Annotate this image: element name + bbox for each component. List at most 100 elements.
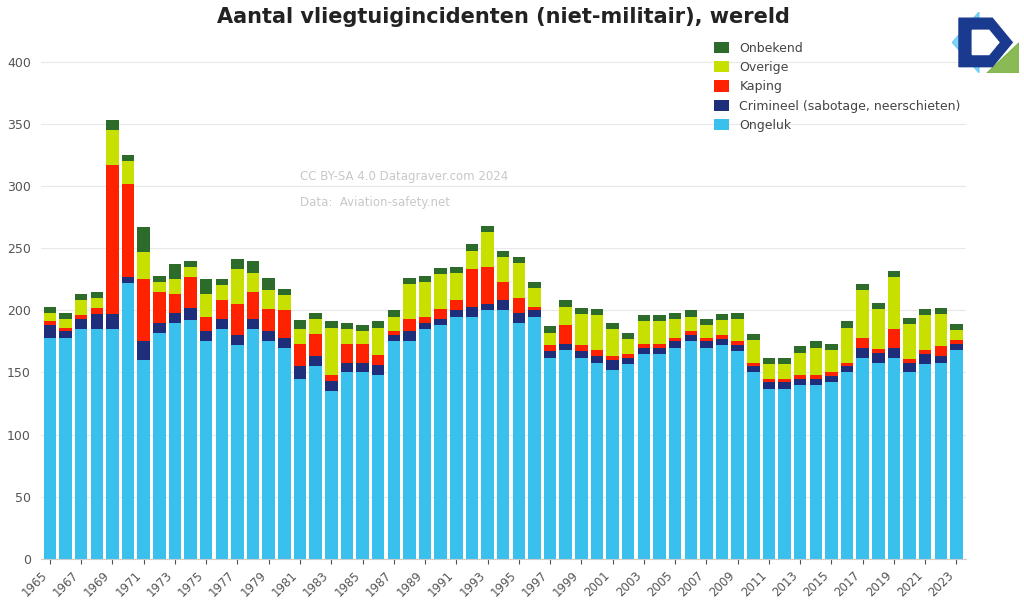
Bar [950, 330, 963, 340]
Bar [669, 348, 681, 559]
Bar [731, 345, 743, 351]
Bar [622, 339, 635, 354]
Bar [497, 282, 510, 301]
Bar [262, 278, 275, 290]
Bar [294, 366, 306, 379]
Bar [122, 283, 134, 559]
Polygon shape [986, 42, 1019, 73]
Bar [122, 184, 134, 277]
Bar [279, 289, 291, 295]
Bar [606, 370, 618, 559]
Bar [794, 385, 807, 559]
Bar [75, 319, 87, 329]
Bar [341, 329, 353, 344]
Bar [919, 309, 932, 315]
Bar [638, 315, 650, 322]
Bar [544, 345, 556, 351]
Bar [356, 362, 369, 373]
Bar [825, 344, 838, 350]
Bar [513, 263, 525, 298]
Bar [169, 323, 181, 559]
Bar [935, 314, 947, 347]
Bar [106, 165, 119, 314]
Bar [262, 341, 275, 559]
Bar [247, 319, 259, 329]
Bar [653, 354, 666, 559]
Bar [216, 301, 228, 319]
Bar [75, 315, 87, 319]
Bar [825, 373, 838, 376]
Bar [856, 290, 869, 338]
Bar [231, 304, 244, 335]
Bar [497, 251, 510, 257]
Bar [778, 379, 791, 382]
Bar [153, 323, 166, 333]
Bar [731, 313, 743, 319]
Bar [888, 358, 900, 559]
Bar [810, 375, 822, 379]
Bar [575, 358, 588, 559]
Bar [44, 325, 56, 338]
Bar [591, 350, 603, 356]
Bar [559, 350, 572, 559]
Bar [231, 269, 244, 304]
Bar [622, 358, 635, 364]
Bar [841, 366, 853, 373]
Bar [90, 329, 103, 559]
Bar [778, 382, 791, 388]
Bar [341, 344, 353, 362]
Bar [451, 310, 463, 316]
Bar [419, 323, 431, 329]
Bar [528, 307, 541, 310]
Bar [841, 328, 853, 362]
Bar [825, 382, 838, 559]
Bar [106, 329, 119, 559]
Bar [59, 331, 72, 338]
Bar [794, 379, 807, 385]
Bar [731, 351, 743, 559]
Bar [137, 341, 150, 360]
Bar [763, 388, 775, 559]
Bar [825, 376, 838, 382]
Bar [653, 344, 666, 348]
Bar [669, 341, 681, 348]
Bar [169, 294, 181, 313]
Bar [309, 319, 322, 334]
Bar [638, 322, 650, 344]
Bar [638, 354, 650, 559]
Bar [279, 295, 291, 310]
Bar [59, 328, 72, 331]
Bar [75, 301, 87, 315]
Bar [153, 276, 166, 282]
Bar [794, 353, 807, 375]
Bar [700, 341, 713, 348]
Bar [75, 294, 87, 301]
Bar [810, 348, 822, 375]
Bar [309, 356, 322, 366]
Bar [294, 329, 306, 344]
Bar [935, 347, 947, 356]
Bar [216, 319, 228, 329]
Bar [638, 348, 650, 354]
Text: CC BY-SA 4.0 Datagraver.com 2024: CC BY-SA 4.0 Datagraver.com 2024 [300, 170, 508, 183]
Title: Aantal vliegtuigincidenten (niet-militair), wereld: Aantal vliegtuigincidenten (niet-militai… [217, 7, 790, 27]
Bar [309, 313, 322, 319]
Bar [200, 294, 212, 316]
Bar [59, 338, 72, 559]
Polygon shape [952, 12, 979, 73]
Bar [294, 344, 306, 366]
Bar [748, 366, 760, 373]
Bar [279, 310, 291, 338]
Bar [403, 331, 416, 341]
Bar [716, 320, 728, 335]
Bar [216, 279, 228, 285]
Bar [528, 288, 541, 307]
Bar [434, 325, 446, 559]
Bar [638, 344, 650, 348]
Bar [59, 319, 72, 328]
Bar [184, 320, 197, 559]
Bar [716, 339, 728, 345]
Bar [528, 316, 541, 559]
Bar [700, 319, 713, 325]
Bar [528, 282, 541, 288]
